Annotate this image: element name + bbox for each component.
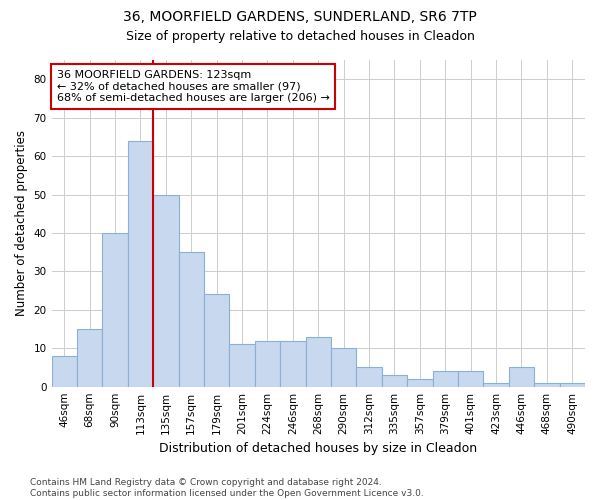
Text: Size of property relative to detached houses in Cleadon: Size of property relative to detached ho…: [125, 30, 475, 43]
Bar: [560, 383, 585, 386]
Bar: [280, 340, 305, 386]
Bar: [509, 368, 534, 386]
Bar: [204, 294, 229, 386]
Bar: [77, 329, 103, 386]
Bar: [153, 194, 179, 386]
Bar: [255, 340, 280, 386]
Bar: [128, 140, 153, 386]
Bar: [305, 336, 331, 386]
Y-axis label: Number of detached properties: Number of detached properties: [15, 130, 28, 316]
Bar: [356, 368, 382, 386]
Bar: [458, 372, 484, 386]
Bar: [229, 344, 255, 387]
Bar: [534, 383, 560, 386]
Text: 36 MOORFIELD GARDENS: 123sqm
← 32% of detached houses are smaller (97)
68% of se: 36 MOORFIELD GARDENS: 123sqm ← 32% of de…: [57, 70, 330, 103]
Text: 36, MOORFIELD GARDENS, SUNDERLAND, SR6 7TP: 36, MOORFIELD GARDENS, SUNDERLAND, SR6 7…: [123, 10, 477, 24]
Bar: [52, 356, 77, 386]
Bar: [433, 372, 458, 386]
Bar: [484, 383, 509, 386]
Text: Contains HM Land Registry data © Crown copyright and database right 2024.
Contai: Contains HM Land Registry data © Crown c…: [30, 478, 424, 498]
X-axis label: Distribution of detached houses by size in Cleadon: Distribution of detached houses by size …: [159, 442, 478, 455]
Bar: [179, 252, 204, 386]
Bar: [331, 348, 356, 387]
Bar: [382, 375, 407, 386]
Bar: [407, 379, 433, 386]
Bar: [103, 233, 128, 386]
